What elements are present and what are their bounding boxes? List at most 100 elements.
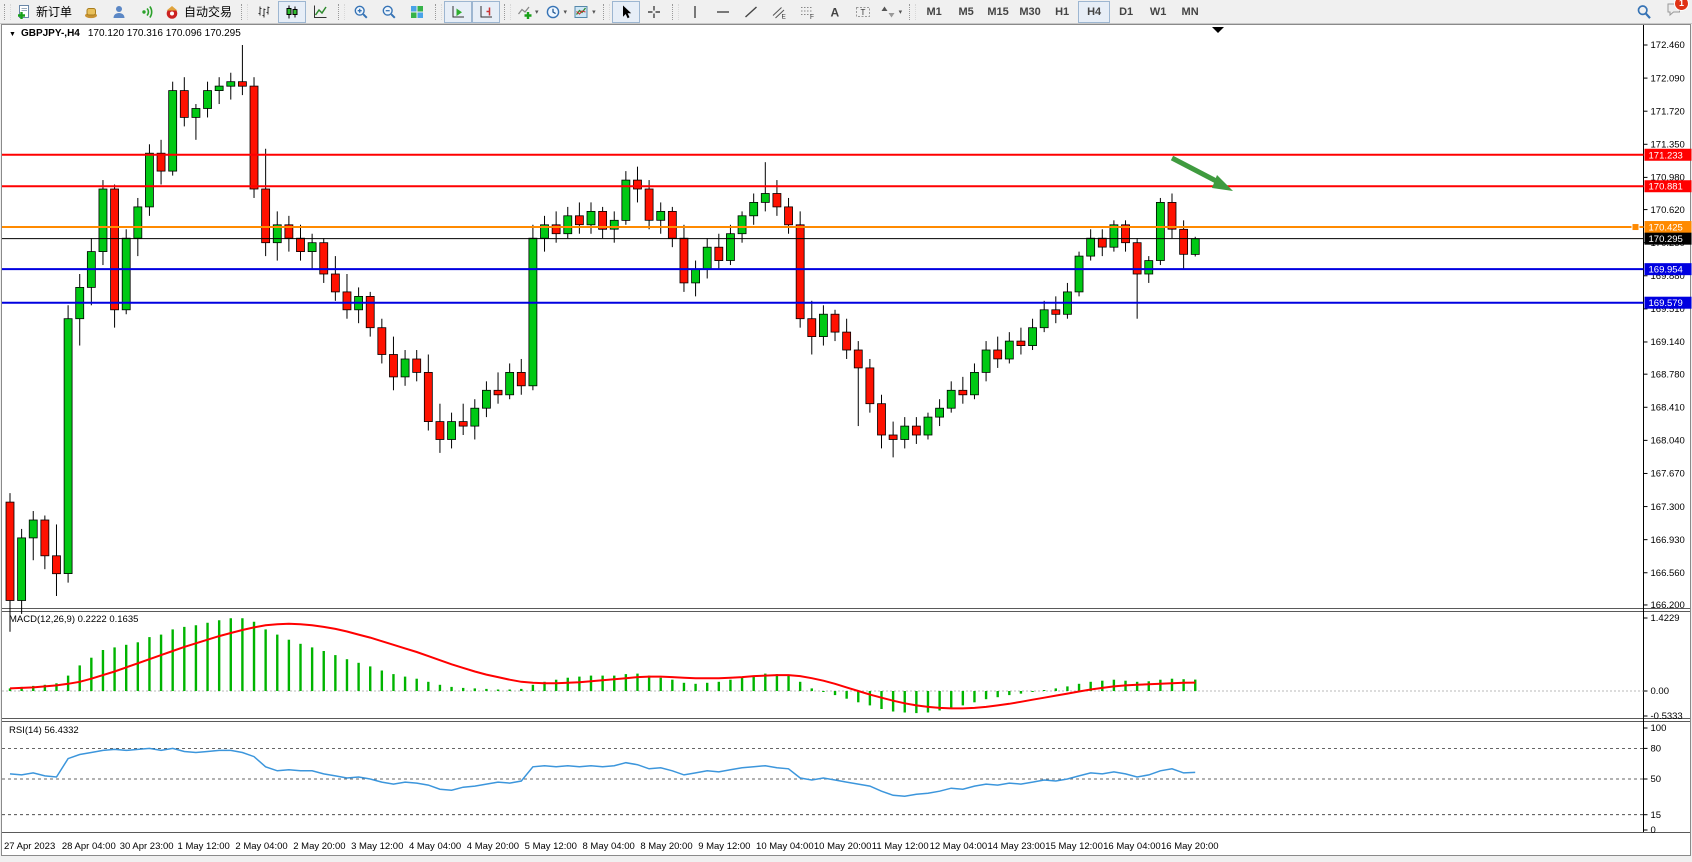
- channel-icon: E: [771, 4, 787, 20]
- templates-button[interactable]: ▾: [570, 1, 599, 23]
- indicator-icon: [516, 4, 532, 20]
- cursor-button[interactable]: [611, 0, 640, 23]
- profile-button[interactable]: [105, 1, 133, 23]
- candle: [1051, 309, 1061, 315]
- crosshair-button[interactable]: [640, 1, 668, 23]
- dropdown-caret-icon[interactable]: ▾: [535, 8, 539, 16]
- ohlc-values: 170.120 170.316 170.096 170.295: [87, 28, 241, 39]
- vertical-line-button[interactable]: [681, 1, 709, 23]
- line-chart-button[interactable]: [306, 1, 334, 23]
- zoom-out-button[interactable]: [375, 1, 403, 23]
- equidistant-channel-button[interactable]: E: [765, 1, 793, 23]
- price-badge: 170.425: [1644, 221, 1692, 234]
- chart-dropdown-icon[interactable]: ▼: [9, 31, 16, 38]
- svg-text:168.410: 168.410: [1651, 402, 1685, 413]
- price-axis[interactable]: 172.460 172.090 171.720 171.350 170.980 170.6…: [1643, 40, 1685, 611]
- template-icon: [573, 4, 589, 20]
- svg-text:170.620: 170.620: [1651, 205, 1685, 216]
- candle: [168, 90, 178, 172]
- gold-icon: [83, 4, 99, 20]
- svg-text:166.930: 166.930: [1651, 535, 1685, 546]
- hline-handle[interactable]: [1631, 223, 1640, 232]
- candle: [1179, 228, 1189, 255]
- alerts-button[interactable]: [77, 1, 105, 23]
- timeframe-m5-button[interactable]: M5: [958, 5, 974, 18]
- timeframe-w1-button[interactable]: W1: [1149, 5, 1167, 18]
- candle: [981, 349, 991, 373]
- svg-text:9 May 12:00: 9 May 12:00: [698, 841, 750, 852]
- fibonacci-button[interactable]: F: [793, 1, 821, 23]
- timeframe-d1-button[interactable]: D1: [1119, 5, 1134, 18]
- label-icon: T: [855, 4, 871, 20]
- candle: [1144, 260, 1154, 275]
- svg-text:10 May 04:00: 10 May 04:00: [756, 841, 814, 852]
- candle: [330, 273, 340, 293]
- candle: [679, 237, 689, 284]
- timeframe-m30-button[interactable]: M30: [1019, 5, 1041, 18]
- main-toolbar: 新订单 自动交易 ▾ ▾ ▾ E F A T ▾ M1 M5 M15 M30 H1 H4 D1 W1 MN 1: [0, 0, 1692, 24]
- svg-text:0: 0: [1651, 825, 1656, 836]
- timeframe-mn-button[interactable]: MN: [1181, 5, 1199, 18]
- timeframe-group: M1 M5 M15 M30 H1 H4 D1 W1 MN: [918, 0, 1206, 23]
- arrows-button[interactable]: ▾: [877, 1, 906, 23]
- price-badge: 170.295: [1644, 232, 1692, 245]
- candle: [319, 242, 329, 275]
- candlestick-chart-button[interactable]: [278, 0, 307, 23]
- svg-text:169.579: 169.579: [1649, 298, 1683, 309]
- toolbar-group: [611, 0, 668, 23]
- vline-icon: [687, 4, 703, 20]
- time-axis[interactable]: 27 Apr 2023 28 Apr 04:00 30 Apr 23:00 1 May…: [4, 841, 1219, 852]
- candle: [865, 367, 875, 405]
- toolbar-group: E F A T ▾: [681, 0, 906, 23]
- indicators-button[interactable]: ▾: [513, 1, 542, 23]
- dropdown-caret-icon[interactable]: ▾: [898, 8, 903, 16]
- candle: [389, 354, 398, 378]
- search-icon: [1636, 4, 1652, 20]
- timeframe-h1-button[interactable]: H1: [1055, 5, 1070, 18]
- svg-text:15 May 12:00: 15 May 12:00: [1045, 841, 1103, 852]
- new-order-button[interactable]: 新订单: [13, 1, 77, 23]
- price-badge: 171.233: [1644, 148, 1692, 161]
- trendline-button[interactable]: [737, 1, 765, 23]
- candle: [156, 152, 166, 172]
- autotrading-button[interactable]: 自动交易: [161, 1, 237, 23]
- timeframe-m15-button[interactable]: M15: [987, 5, 1009, 18]
- candles-icon: [284, 4, 300, 20]
- candle: [702, 246, 712, 270]
- svg-text:16 May 04:00: 16 May 04:00: [1103, 841, 1161, 852]
- toolbar-grip: [909, 3, 917, 20]
- svg-text:0.00: 0.00: [1651, 686, 1670, 697]
- signals-button[interactable]: [133, 1, 161, 23]
- timeframe-h4-button[interactable]: H4: [1078, 0, 1111, 23]
- annotation-arrow[interactable]: [1170, 155, 1233, 191]
- svg-text:168.780: 168.780: [1651, 369, 1685, 380]
- macd-label: MACD(12,26,9) 0.2222 0.1635: [9, 614, 139, 625]
- chat-button[interactable]: 1: [1666, 0, 1689, 22]
- bar-chart-button[interactable]: [250, 1, 278, 23]
- cursor-icon: [618, 4, 634, 20]
- tile-windows-button[interactable]: [403, 1, 431, 23]
- timeframe-m1-button[interactable]: M1: [926, 5, 942, 18]
- chart-shift-button[interactable]: [472, 0, 501, 23]
- text-label-button[interactable]: T: [849, 1, 877, 23]
- candle: [609, 219, 619, 230]
- dropdown-caret-icon[interactable]: ▾: [592, 8, 596, 16]
- search-button[interactable]: [1630, 1, 1658, 23]
- chart-title: ▼ GBPJPY-,H4 170.120 170.316 170.096 170.2…: [9, 28, 241, 39]
- horizontal-line-button[interactable]: [709, 1, 737, 23]
- periods-button[interactable]: ▾: [542, 1, 571, 23]
- svg-text:170.425: 170.425: [1649, 223, 1683, 234]
- svg-text:A: A: [830, 5, 839, 19]
- text-button[interactable]: A: [821, 1, 849, 23]
- auto-scroll-button[interactable]: [444, 0, 473, 23]
- dropdown-caret-icon[interactable]: ▾: [563, 8, 568, 16]
- candle: [1097, 237, 1107, 248]
- rsi-label: RSI(14) 56.4332: [9, 725, 79, 736]
- svg-text:T: T: [860, 7, 865, 16]
- zoom-in-button[interactable]: [347, 1, 375, 23]
- svg-text:27 Apr 2023: 27 Apr 2023: [4, 841, 55, 852]
- candle: [993, 349, 1003, 360]
- candle: [946, 389, 956, 409]
